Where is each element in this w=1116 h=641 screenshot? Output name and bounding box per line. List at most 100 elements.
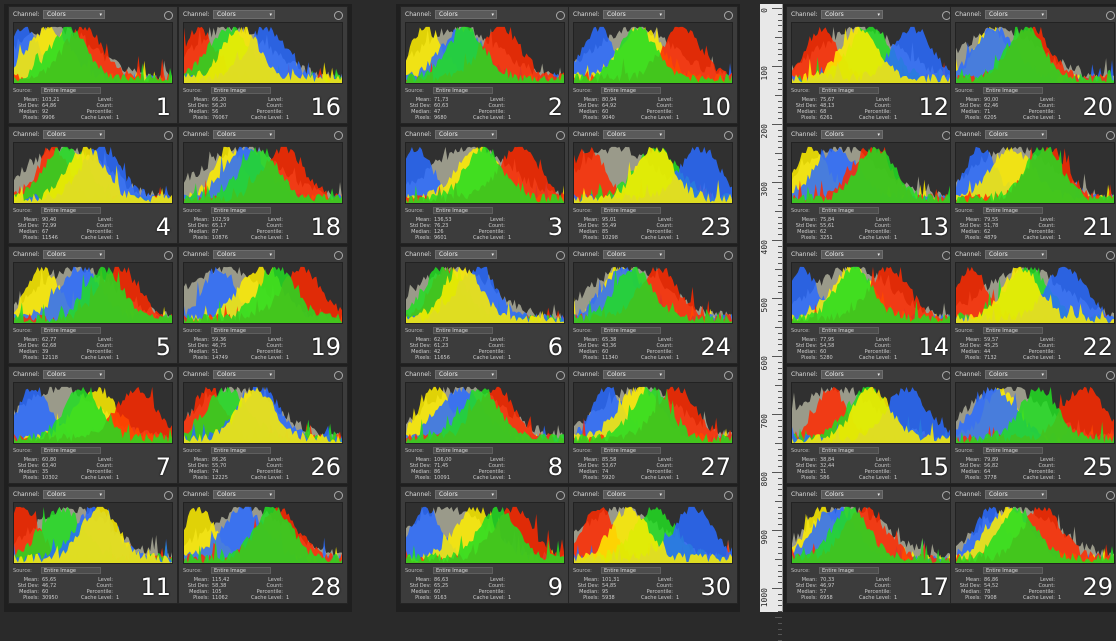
source-select[interactable]: Entire Image (983, 207, 1043, 214)
source-select[interactable]: Entire Image (41, 207, 101, 214)
source-select[interactable]: Entire Image (819, 447, 879, 454)
source-select[interactable]: Entire Image (211, 567, 271, 574)
refresh-icon[interactable] (724, 251, 733, 260)
std-label: Std Dev: (187, 463, 209, 469)
channel-select[interactable]: Colors ▾ (821, 370, 883, 379)
channel-select[interactable]: Colors ▾ (985, 250, 1047, 259)
source-select[interactable]: Entire Image (601, 207, 661, 214)
refresh-icon[interactable] (1106, 371, 1115, 380)
channel-select[interactable]: Colors ▾ (43, 490, 105, 499)
channel-select[interactable]: Colors ▾ (603, 250, 665, 259)
channel-select[interactable]: Colors ▾ (213, 490, 275, 499)
std-label: Std Dev: (959, 583, 981, 589)
channel-select[interactable]: Colors ▾ (821, 250, 883, 259)
refresh-icon[interactable] (334, 251, 343, 260)
std-value: 65,17 (212, 223, 227, 229)
refresh-icon[interactable] (334, 491, 343, 500)
source-select[interactable]: Entire Image (819, 327, 879, 334)
source-value: Entire Image (436, 448, 468, 454)
source-select[interactable]: Entire Image (601, 87, 661, 94)
channel-select[interactable]: Colors ▾ (985, 130, 1047, 139)
source-select[interactable]: Entire Image (433, 207, 493, 214)
channel-select[interactable]: Colors ▾ (213, 130, 275, 139)
channel-select[interactable]: Colors ▾ (43, 10, 105, 19)
refresh-icon[interactable] (1106, 131, 1115, 140)
source-select[interactable]: Entire Image (41, 327, 101, 334)
refresh-icon[interactable] (556, 371, 565, 380)
refresh-icon[interactable] (1106, 491, 1115, 500)
source-select[interactable]: Entire Image (983, 567, 1043, 574)
refresh-icon[interactable] (724, 491, 733, 500)
refresh-icon[interactable] (1106, 251, 1115, 260)
std-value: 76,23 (434, 223, 449, 229)
refresh-icon[interactable] (724, 371, 733, 380)
source-select[interactable]: Entire Image (983, 447, 1043, 454)
channel-select[interactable]: Colors ▾ (603, 490, 665, 499)
mean-label: Mean: (801, 337, 817, 343)
refresh-icon[interactable] (1106, 11, 1115, 20)
source-select[interactable]: Entire Image (983, 87, 1043, 94)
source-select[interactable]: Entire Image (433, 567, 493, 574)
refresh-icon[interactable] (334, 371, 343, 380)
source-select[interactable]: Entire Image (211, 447, 271, 454)
refresh-icon[interactable] (164, 491, 173, 500)
refresh-icon[interactable] (556, 491, 565, 500)
chevron-down-icon: ▾ (269, 492, 272, 498)
std-label: Std Dev: (959, 103, 981, 109)
source-select[interactable]: Entire Image (819, 567, 879, 574)
channel-select[interactable]: Colors ▾ (985, 10, 1047, 19)
channel-select[interactable]: Colors ▾ (821, 130, 883, 139)
channel-select[interactable]: Colors ▾ (821, 10, 883, 19)
source-select[interactable]: Entire Image (211, 207, 271, 214)
level-label: Level: (490, 577, 505, 583)
source-select[interactable]: Entire Image (41, 567, 101, 574)
channel-select[interactable]: Colors ▾ (985, 490, 1047, 499)
std-value: 55,70 (212, 463, 227, 469)
refresh-icon[interactable] (164, 251, 173, 260)
refresh-icon[interactable] (164, 131, 173, 140)
refresh-icon[interactable] (556, 251, 565, 260)
refresh-icon[interactable] (724, 11, 733, 20)
source-select[interactable]: Entire Image (819, 87, 879, 94)
channel-select[interactable]: Colors ▾ (435, 10, 497, 19)
refresh-icon[interactable] (556, 131, 565, 140)
refresh-icon[interactable] (164, 371, 173, 380)
refresh-icon[interactable] (334, 11, 343, 20)
channel-select[interactable]: Colors ▾ (603, 130, 665, 139)
channel-select[interactable]: Colors ▾ (43, 250, 105, 259)
channel-select[interactable]: Colors ▾ (43, 370, 105, 379)
std-label: Std Dev: (795, 463, 817, 469)
source-select[interactable]: Entire Image (433, 87, 493, 94)
refresh-icon[interactable] (556, 11, 565, 20)
channel-select[interactable]: Colors ▾ (603, 370, 665, 379)
channel-select[interactable]: Colors ▾ (435, 250, 497, 259)
source-select[interactable]: Entire Image (601, 447, 661, 454)
channel-select[interactable]: Colors ▾ (43, 130, 105, 139)
source-select[interactable]: Entire Image (211, 327, 271, 334)
mean-label: Mean: (801, 97, 817, 103)
channel-select[interactable]: Colors ▾ (213, 10, 275, 19)
refresh-icon[interactable] (334, 131, 343, 140)
channel-select[interactable]: Colors ▾ (821, 490, 883, 499)
channel-select[interactable]: Colors ▾ (985, 370, 1047, 379)
refresh-icon[interactable] (724, 131, 733, 140)
source-select[interactable]: Entire Image (41, 87, 101, 94)
source-row: Source: Entire Image (183, 207, 343, 215)
source-select[interactable]: Entire Image (819, 207, 879, 214)
source-select[interactable]: Entire Image (601, 567, 661, 574)
channel-select[interactable]: Colors ▾ (435, 130, 497, 139)
channel-select[interactable]: Colors ▾ (213, 370, 275, 379)
refresh-icon[interactable] (164, 11, 173, 20)
channel-select[interactable]: Colors ▾ (435, 370, 497, 379)
cache-level-label: Cache Level: (640, 235, 673, 241)
source-select[interactable]: Entire Image (433, 327, 493, 334)
channel-select[interactable]: Colors ▾ (603, 10, 665, 19)
source-select[interactable]: Entire Image (983, 327, 1043, 334)
channel-select[interactable]: Colors ▾ (213, 250, 275, 259)
mean-value: 103,21 (42, 97, 60, 103)
source-select[interactable]: Entire Image (433, 447, 493, 454)
source-select[interactable]: Entire Image (41, 447, 101, 454)
channel-select[interactable]: Colors ▾ (435, 490, 497, 499)
source-select[interactable]: Entire Image (211, 87, 271, 94)
source-select[interactable]: Entire Image (601, 327, 661, 334)
